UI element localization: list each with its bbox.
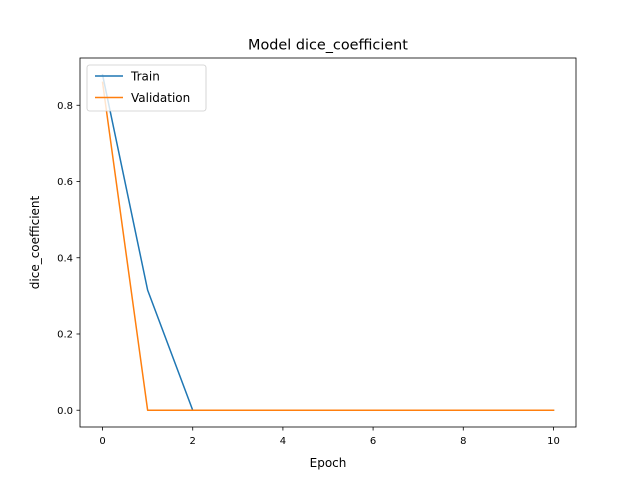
series-line-validation [101, 81, 555, 411]
y-tick-label: 0.8 [57, 101, 73, 112]
x-axis-label: Epoch [310, 456, 347, 470]
legend-label-train: Train [130, 70, 160, 84]
y-tick-label: 0.0 [57, 406, 73, 417]
x-tick-label: 2 [190, 436, 196, 447]
y-axis-label: dice_coefficient [28, 195, 42, 289]
y-tick-label: 0.6 [57, 177, 73, 188]
y-tick-label: 0.4 [57, 253, 73, 264]
x-tick-label: 0 [99, 436, 105, 447]
chart-title: Model dice_coefficient [248, 38, 408, 54]
legend-label-validation: Validation [131, 91, 190, 105]
y-axis-ticks: 0.0 0.2 0.4 0.6 0.8 [57, 101, 80, 417]
x-tick-label: 6 [370, 436, 376, 447]
y-tick-label: 0.2 [57, 330, 73, 341]
series-layer [101, 73, 555, 411]
x-axis-ticks: 0 2 4 6 8 10 [99, 427, 560, 447]
legend: Train Validation [86, 64, 207, 112]
x-tick-label: 4 [280, 436, 286, 447]
x-tick-label: 10 [547, 436, 560, 447]
x-tick-label: 8 [460, 436, 466, 447]
plot-frame [79, 57, 577, 428]
